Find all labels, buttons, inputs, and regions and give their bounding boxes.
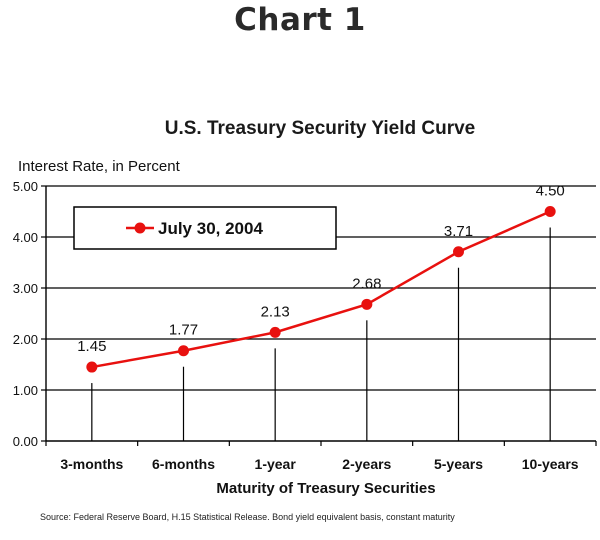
data-label: 1.77: [169, 322, 198, 339]
legend-entry-label: July 30, 2004: [158, 219, 263, 238]
series-line-july-30-2004: [91, 210, 551, 369]
data-point: [453, 246, 464, 258]
label-layer: 1.45 1.77 2.13 2.68 3.71 4.50: [77, 183, 565, 356]
x-axis-title: Maturity of Treasury Securities: [216, 480, 435, 497]
data-label: 1.45: [77, 338, 106, 355]
legend-box: [73, 206, 337, 250]
x-category-label: 5-years: [434, 456, 483, 472]
y-tick-label: 2.00: [13, 332, 38, 347]
data-point: [178, 345, 189, 357]
x-category-label: 10-years: [522, 456, 579, 472]
data-label: 2.68: [352, 275, 381, 292]
y-tick-label: 1.00: [13, 383, 38, 398]
data-label: 2.13: [261, 303, 290, 320]
y-axis-title: Interest Rate, in Percent: [18, 158, 180, 175]
y-tick-label: 4.00: [13, 230, 38, 245]
y-tick-label: 0.00: [13, 434, 38, 449]
data-point: [361, 298, 373, 310]
y-tick-label: 3.00: [13, 281, 38, 296]
data-point: [86, 361, 98, 373]
axis-layer: 0.00 1.00 2.00 3.00 4.00 5.00 3-months 6-months…: [13, 179, 597, 472]
legend: July 30, 2004: [73, 206, 337, 250]
page-heading: Chart 1: [234, 2, 366, 38]
x-category-label: 3-months: [60, 456, 123, 472]
series-layer: [86, 206, 556, 373]
data-point: [269, 326, 281, 338]
data-label: 3.71: [444, 223, 473, 240]
x-category-label: 1-year: [255, 456, 297, 472]
x-category-label: 2-years: [342, 456, 391, 472]
chart-title: U.S. Treasury Security Yield Curve: [164, 118, 476, 139]
data-point: [544, 206, 556, 217]
y-tick-label: 5.00: [13, 179, 38, 194]
legend-marker-swatch: [134, 222, 146, 234]
drop-lines-layer: [91, 227, 551, 441]
data-label: 4.50: [536, 183, 565, 200]
x-category-label: 6-months: [152, 456, 215, 472]
source-note: Source: Federal Reserve Board, H.15 Stat…: [40, 512, 455, 522]
